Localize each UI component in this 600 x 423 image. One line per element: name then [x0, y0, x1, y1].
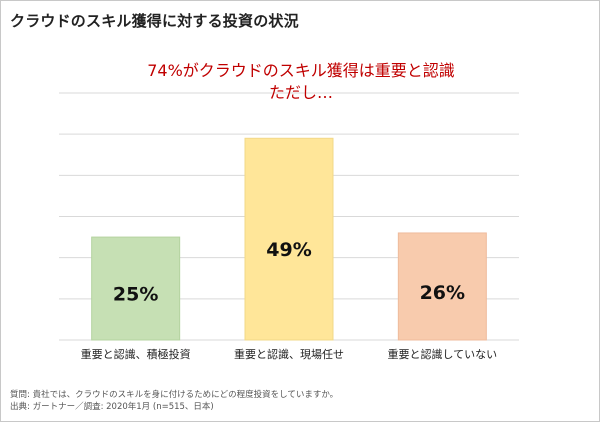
bar	[91, 236, 181, 341]
category-label: 重要と認識、現場任せ	[234, 347, 344, 361]
annotation-line-1: 74%がクラウドのスキル獲得は重要と認識	[147, 61, 455, 80]
footnote-source: 出典: ガートナー／調査: 2020年1月 (n=515、日本)	[10, 402, 214, 412]
footnote-question: 質問: 貴社では、クラウドのスキルを身に付けるためにどの程度投資をしていますか。	[10, 390, 339, 400]
category-label: 重要と認識していない	[387, 347, 497, 361]
chart-title: クラウドのスキル獲得に対する投資の状況	[10, 12, 299, 30]
bar-value-label: 49%	[266, 239, 311, 261]
annotation-line-2: ただし…	[268, 83, 333, 102]
bar-value-label: 25%	[113, 284, 158, 306]
bar	[244, 137, 334, 341]
bar-value-label: 26%	[420, 282, 465, 304]
category-label: 重要と認識、積極投資	[81, 347, 191, 361]
bar	[397, 232, 487, 341]
